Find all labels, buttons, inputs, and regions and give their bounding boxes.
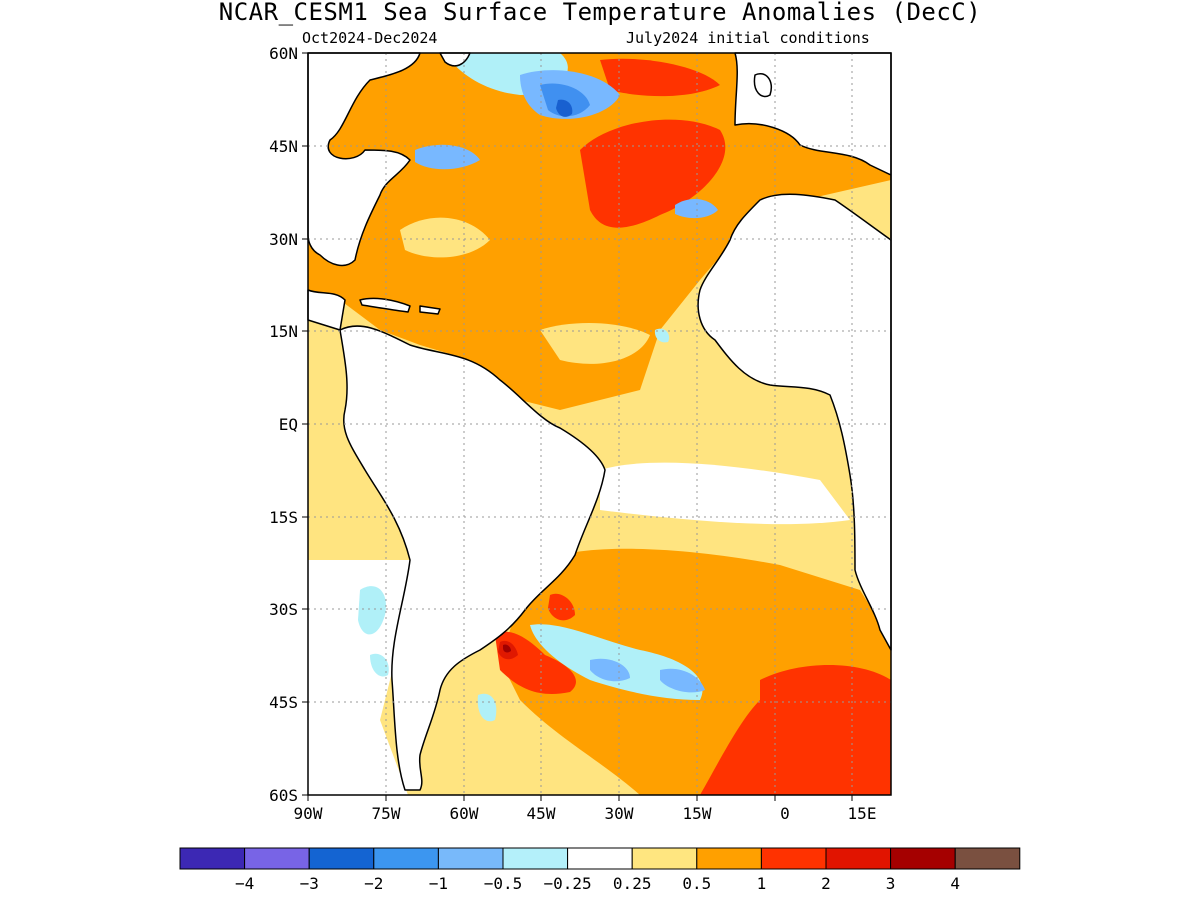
lon-label: 30W [605,804,634,823]
initial-conditions: July2024 initial conditions [626,29,870,47]
anomaly-region-core-max [503,644,511,653]
lat-label: 60S [269,786,298,805]
colorbar-swatch [179,847,246,870]
colorbar-swatch [696,847,762,870]
colorbar-swatch [954,847,1021,870]
colorbar-swatch [567,847,633,870]
colorbar [179,847,1021,870]
colorbar-swatch [631,847,698,870]
colorbar-label: −0.25 [544,874,592,893]
lat-label: 15S [269,508,298,527]
anomaly-region-tropical-light-blue [654,328,670,343]
lon-label: 15E [848,804,877,823]
south-america-land [339,325,606,791]
lat-label: 45N [269,137,298,156]
lat-label: 30N [269,230,298,249]
colorbar-swatch [760,847,827,870]
lon-label: 0 [780,804,790,823]
colorbar-label: 4 [950,874,960,893]
colorbar-label: 0.5 [682,874,711,893]
lat-label: 60N [269,44,298,63]
forecast-period: Oct2024-Dec2024 [302,29,438,47]
neutral-patch-tropical-atlantic [600,462,850,525]
colorbar-swatch [308,847,375,870]
colorbar-swatch [825,847,892,870]
anomaly-region-iberia-blue [675,198,718,219]
anomaly-region-se-pacific-light-blue-2 [370,653,389,677]
lat-label: 45S [269,693,298,712]
anomaly-region-light-tongue [540,323,650,364]
colorbar-label: 0.25 [613,874,652,893]
longitude-labels: 90W 75W 60W 45W 30W 15W 0 15E [294,804,877,823]
colorbar-label: 2 [821,874,831,893]
lon-label: 15W [683,804,712,823]
anomaly-region-brazil-malvinas-red [495,631,576,694]
colorbar-swatch [373,847,439,870]
anomaly-region-south-atlantic-blue [590,658,630,682]
north-america-land [307,52,421,331]
axis-ticks [302,52,853,801]
colorbar-swatch [502,847,569,870]
anomaly-region-labrador-strong-blue [556,99,573,117]
anomaly-region-labrador-mid-blue [540,83,590,117]
caribbean-islands [359,297,441,315]
lat-label: 30S [269,600,298,619]
anomaly-region-north-atlantic [308,53,891,410]
anomaly-region-mid-atlantic-red [580,119,726,228]
chart-title: NCAR_CESM1 Sea Surface Temperature Anoma… [218,0,982,26]
colorbar-swatch [244,847,310,870]
colorbar-label: 1 [757,874,767,893]
anomaly-region-se-pacific-light-blue [358,586,386,635]
colorbar-label: 3 [886,874,896,893]
anomaly-region-south-atlantic-blue-2 [660,668,705,693]
anomaly-region-nw-red [600,58,720,97]
colorbar-labels: −4 −3 −2 −1 −0.5 −0.25 0.25 0.5 1 2 3 4 [235,874,960,893]
lat-label: EQ [279,415,298,434]
lon-label: 45W [527,804,556,823]
colorbar-label: −0.5 [484,874,523,893]
lon-label: 75W [372,804,401,823]
colorbar-swatch [437,847,504,870]
colorbar-label: −2 [364,874,383,893]
anomaly-region-south-mid-red [548,593,575,621]
anomaly-region-light-tongue-2 [400,217,490,258]
anomaly-region-southern-red [700,665,891,795]
colorbar-swatch [890,847,956,870]
lon-label: 90W [294,804,323,823]
colorbar-label: −4 [235,874,254,893]
neutral-patch-eastern-pacific [308,560,420,795]
colorbar-label: −3 [300,874,319,893]
british-isles [753,73,772,98]
colorbar-label: −1 [429,874,448,893]
anomaly-region-drake-light-blue [477,693,497,722]
latitude-labels: 60N 45N 30N 15N EQ 15S 30S 45S 60S [269,44,298,805]
lon-label: 60W [450,804,479,823]
lat-label: 15N [269,322,298,341]
graticule [308,53,891,795]
land-masses [307,52,892,791]
